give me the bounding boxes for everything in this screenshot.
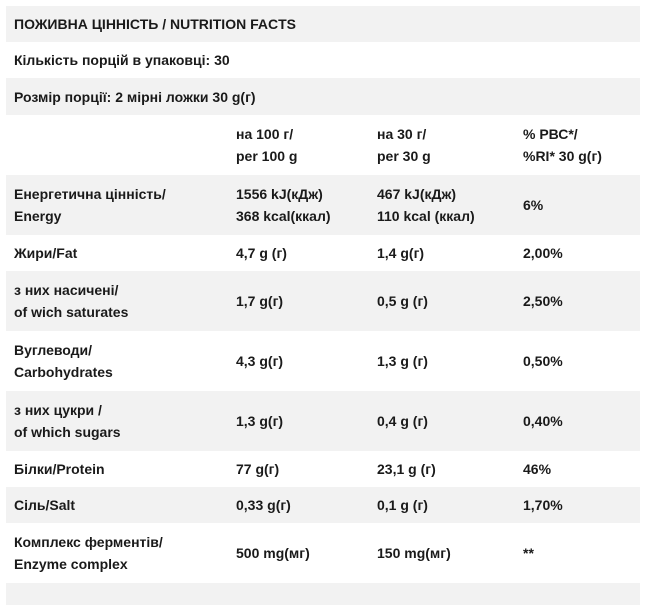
value-per30: 23,1 g (г) — [371, 458, 517, 480]
header-per30: на 30 г/ per 30 g — [371, 123, 517, 167]
value-ri-text: 0,50% — [523, 353, 563, 369]
value-ri-text: 2,00% — [523, 245, 563, 261]
nutrient-name-line: Enzyme complex — [14, 556, 128, 572]
header-ri: % РВС*/ %RI* 30 g(г) — [517, 123, 640, 167]
table-title-row: ПОЖИВНА ЦІННІСТЬ / NUTRITION FACTS — [6, 6, 640, 42]
nutrient-name: Білки/Protein — [6, 458, 228, 480]
value-per30-line: 110 kcal (ккал) — [377, 208, 475, 224]
nutrient-name-line: з них насичені/ — [14, 282, 119, 298]
nutrient-name: з них цукри / of which sugars — [6, 399, 228, 443]
value-per100-line: 500 mg(мг) — [236, 545, 310, 561]
value-ri: 2,00% — [517, 242, 640, 264]
nutrient-name-line: Energy — [14, 208, 62, 224]
header-line: %RI* 30 g(г) — [523, 148, 602, 164]
table-row: Жири/Fat 4,7 g (г) 1,4 g(г) 2,00% — [6, 235, 640, 271]
value-per100: 77 g(г) — [228, 458, 371, 480]
value-per30-line: 0,1 g (г) — [377, 497, 428, 513]
value-per100-line: 1,3 g(г) — [236, 413, 284, 429]
nutrient-name: Жири/Fat — [6, 242, 228, 264]
value-per100-line: 0,33 g(г) — [236, 497, 291, 513]
serving-size-row: Розмір порції: 2 мірні ложки 30 g(г) — [6, 78, 640, 115]
nutrient-name-line: з них цукри / — [14, 402, 102, 418]
nutrient-name-line: Сіль/Salt — [14, 497, 76, 513]
value-per30-line: 0,5 g (г) — [377, 293, 428, 309]
value-per30: 1,3 g (г) — [371, 350, 517, 372]
value-per100-line: 77 g(г) — [236, 461, 280, 477]
value-ri: 46% — [517, 458, 640, 480]
value-per30: 0,1 g (г) — [371, 494, 517, 516]
column-header-row: на 100 г/ per 100 g на 30 г/ per 30 g % … — [6, 115, 640, 175]
value-per100-line: 1556 kJ(кДж) — [236, 186, 323, 202]
header-line: per 100 g — [236, 148, 298, 164]
table-row: Сіль/Salt 0,33 g(г) 0,1 g (г) 1,70% — [6, 487, 640, 523]
value-per30-line: 23,1 g (г) — [377, 461, 436, 477]
value-per100: 1,7 g(г) — [228, 290, 371, 312]
value-per100: 500 mg(мг) — [228, 542, 371, 564]
value-per100: 4,7 g (г) — [228, 242, 371, 264]
header-line: на 30 г/ — [377, 126, 427, 142]
nutrient-name: Енергетична цінність/Energy — [6, 183, 228, 227]
nutrition-table: ПОЖИВНА ЦІННІСТЬ / NUTRITION FACTS Кільк… — [6, 6, 640, 605]
table-row: з них насичені/of wich saturates 1,7 g(г)… — [6, 271, 640, 331]
table-row: Енергетична цінність/Energy 1556 kJ(кДж) 3… — [6, 175, 640, 235]
value-per30-line: 467 kJ(кДж) — [377, 186, 457, 202]
nutrient-name: Сіль/Salt — [6, 494, 228, 516]
serving-size: Розмір порції: 2 мірні ложки 30 g(г) — [14, 88, 256, 105]
nutrient-name-line: Комплекс ферментів/ — [14, 534, 163, 550]
value-per100: 1,3 g(г) — [228, 410, 371, 432]
value-per100: 0,33 g(г) — [228, 494, 371, 516]
nutrient-name: з них насичені/of wich saturates — [6, 279, 228, 323]
value-ri: 2,50% — [517, 290, 640, 312]
table-row: Білки/Protein 77 g(г) 23,1 g (г) 46% — [6, 451, 640, 487]
value-ri-text: 6% — [523, 197, 544, 213]
nutrient-rows: Енергетична цінність/Energy 1556 kJ(кДж) 3… — [6, 175, 640, 605]
value-ri-text: 0,40% — [523, 413, 563, 429]
value-per30: 0,4 g (г) — [371, 410, 517, 432]
nutrient-name: Вуглеводи/Carbohydrates — [6, 339, 228, 383]
value-ri: 0,40% — [517, 410, 640, 432]
nutrient-name-line: of wich saturates — [14, 304, 129, 320]
value-ri-text: 2,50% — [523, 293, 563, 309]
nutrient-name-line: Carbohydrates — [14, 364, 113, 380]
value-per100: 4,3 g(г) — [228, 350, 371, 372]
value-per30: 150 mg(мг) — [371, 542, 517, 564]
value-per30-line: 150 mg(мг) — [377, 545, 451, 561]
value-per30-line: 1,4 g(г) — [377, 245, 425, 261]
value-per100-line: 4,7 g (г) — [236, 245, 287, 261]
value-per30-line: 0,4 g (г) — [377, 413, 428, 429]
table-row: Комплекс ферментів/Enzyme complex 500 mg(… — [6, 523, 640, 583]
value-ri-text: 1,70% — [523, 497, 563, 513]
nutrient-name-line: Жири/Fat — [14, 245, 78, 261]
table-footer-strip — [6, 583, 640, 605]
nutrient-name: Комплекс ферментів/Enzyme complex — [6, 531, 228, 575]
value-per30-line: 1,3 g (г) — [377, 353, 428, 369]
table-row: Вуглеводи/Carbohydrates 4,3 g(г) 1,3 g (г)… — [6, 331, 640, 391]
value-per100-line: 368 kcal(ккал) — [236, 208, 331, 224]
value-ri: ** — [517, 542, 640, 564]
value-ri: 1,70% — [517, 494, 640, 516]
servings-per-pack: Кількість порцій в упаковці: 30 — [14, 52, 230, 68]
header-line: per 30 g — [377, 148, 431, 164]
header-line: % РВС*/ — [523, 126, 578, 142]
value-ri: 6% — [517, 194, 640, 216]
value-per30: 467 kJ(кДж) 110 kcal (ккал) — [371, 183, 517, 227]
nutrient-name-line: Вуглеводи/ — [14, 342, 93, 358]
value-per100-line: 1,7 g(г) — [236, 293, 284, 309]
header-line: на 100 г/ — [236, 126, 294, 142]
value-ri-text: ** — [523, 545, 534, 561]
table-row: з них цукри / of which sugars 1,3 g(г) 0,4 … — [6, 391, 640, 451]
nutrient-name-line: of which sugars — [14, 424, 121, 440]
table-title: ПОЖИВНА ЦІННІСТЬ / NUTRITION FACTS — [14, 16, 296, 32]
nutrient-name-line: Енергетична цінність/ — [14, 186, 166, 202]
value-ri-text: 46% — [523, 461, 552, 477]
value-per30: 1,4 g(г) — [371, 242, 517, 264]
value-per100-line: 4,3 g(г) — [236, 353, 284, 369]
value-per30: 0,5 g (г) — [371, 290, 517, 312]
header-per100: на 100 г/ per 100 g — [228, 123, 371, 167]
nutrient-name-line: Білки/Protein — [14, 461, 105, 477]
value-ri: 0,50% — [517, 350, 640, 372]
servings-row: Кількість порцій в упаковці: 30 — [6, 42, 640, 78]
value-per100: 1556 kJ(кДж) 368 kcal(ккал) — [228, 183, 371, 227]
